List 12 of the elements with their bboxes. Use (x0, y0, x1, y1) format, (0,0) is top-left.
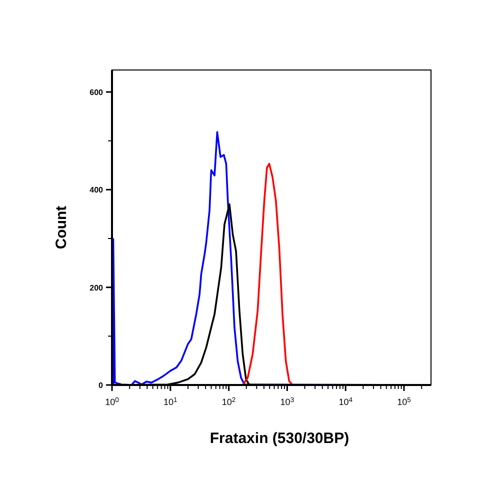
y-tick-label: 200 (90, 283, 104, 292)
y-tick-label: 600 (90, 88, 104, 97)
x-tick-label: 10$^{1}$ (164, 396, 178, 407)
y-tick-label: 400 (90, 186, 104, 195)
x-tick-label: 10$^{4}$ (338, 396, 353, 407)
y-tick-label: 0 (98, 381, 104, 390)
x-tick-label: 10$^{0}$ (105, 396, 120, 407)
x-tick-label: 10$^{2}$ (222, 396, 236, 407)
x-axis-title: Frataxin (530/30BP) (210, 430, 350, 447)
x-tick-label: 10$^{3}$ (280, 396, 294, 407)
x-tick-label: 10$^{5}$ (397, 396, 412, 407)
y-axis-title: Count (53, 206, 70, 250)
